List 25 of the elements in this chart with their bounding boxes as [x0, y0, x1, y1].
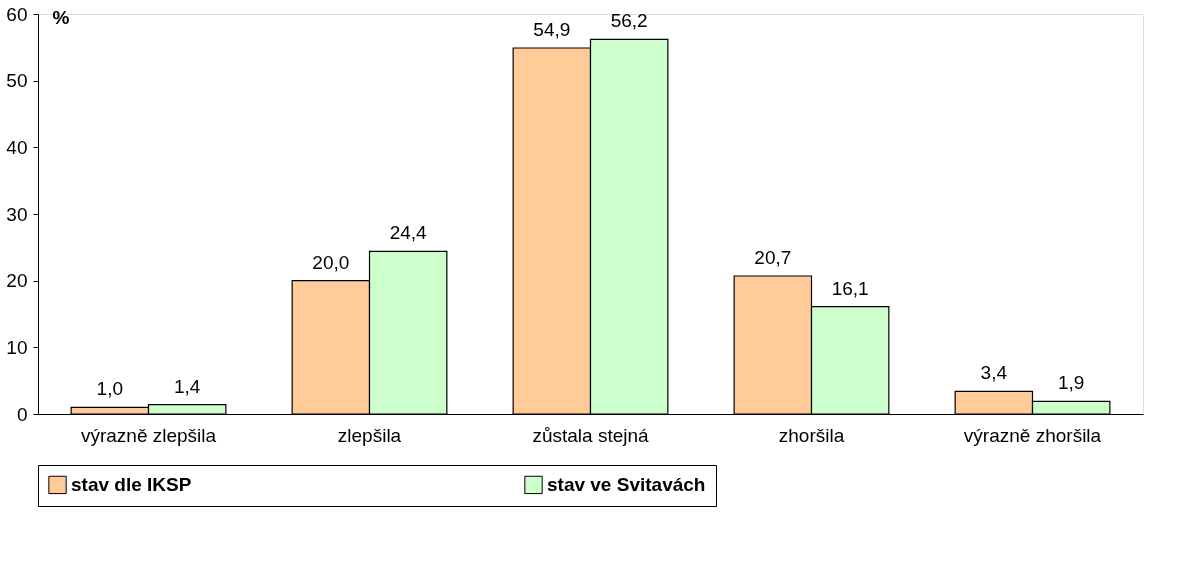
y-tick-label: 60 — [6, 3, 28, 25]
data-label: 56,2 — [610, 10, 648, 32]
y-tick-label: 0 — [16, 403, 28, 425]
x-tick-label: zlepšila — [337, 424, 402, 446]
data-label: 1,0 — [96, 378, 124, 400]
data-label: 3,4 — [980, 362, 1008, 384]
data-label: 54,9 — [533, 19, 571, 40]
data-label: 1,9 — [1057, 372, 1085, 394]
x-tick-label: zůstala stejná — [532, 424, 650, 446]
data-label: 1,4 — [173, 375, 201, 397]
legend-label: stav ve Svitavách — [547, 473, 706, 495]
y-axis-title: % — [52, 6, 70, 28]
x-tick-label: výrazně zlepšila — [80, 424, 217, 446]
data-label: 20,7 — [754, 247, 792, 268]
x-tick-label: výrazně zhoršila — [963, 424, 1102, 446]
x-tick-label: zhoršila — [778, 424, 845, 446]
y-tick-label: 30 — [6, 203, 28, 225]
legend-label: stav dle IKSP — [71, 473, 192, 495]
y-tick-label: 10 — [6, 336, 28, 358]
data-label: 24,4 — [389, 222, 428, 244]
data-label: 20,0 — [312, 251, 350, 273]
y-tick-label: 40 — [6, 136, 28, 158]
y-tick-label: 50 — [6, 70, 28, 92]
data-label: 16,1 — [831, 277, 869, 299]
y-tick-label: 20 — [6, 270, 28, 292]
